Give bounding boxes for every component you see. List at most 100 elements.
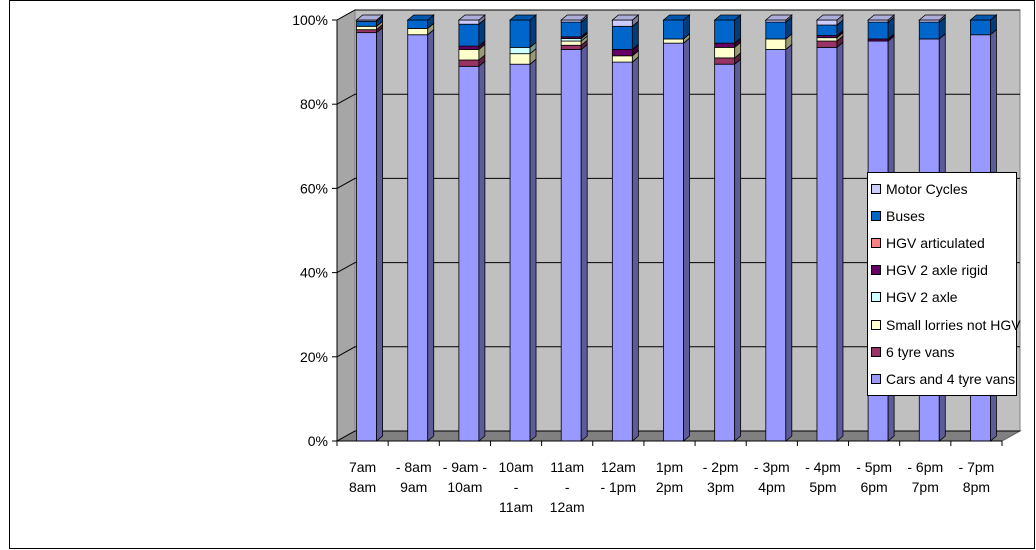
bar-segment	[765, 38, 787, 50]
bar-top	[764, 14, 793, 21]
bar-segment	[611, 19, 633, 27]
x-tick-label: 12am	[550, 499, 585, 515]
bar-segment	[356, 20, 377, 27]
x-tick-label: - 9am -	[443, 459, 488, 475]
bar-segment-side	[376, 26, 383, 442]
legend: Motor Cycles Buses HGV articulated HGV 2 ax…	[867, 172, 1021, 396]
x-tick-label: 12am	[601, 459, 636, 475]
bar-segment-side	[427, 28, 435, 442]
bar-segment	[765, 49, 787, 442]
bar-segment	[714, 63, 736, 442]
bar-segment	[458, 59, 480, 67]
bar-top	[560, 14, 589, 21]
bar-segment	[816, 46, 838, 442]
x-tick-label: - 5pm	[856, 459, 892, 475]
x-tick-label: 3pm	[707, 479, 734, 495]
bar-top	[406, 14, 435, 21]
gridline	[336, 262, 1020, 274]
legend-swatch	[871, 265, 881, 276]
x-tick-label: - 3pm	[754, 459, 790, 475]
bar-segment	[509, 19, 531, 48]
y-tick-label: 0%	[308, 433, 328, 449]
y-tick-label: 20%	[300, 349, 328, 365]
bar-segment	[714, 42, 736, 48]
x-tick-label: 5pm	[809, 479, 836, 495]
bar-segment-side	[836, 41, 844, 442]
legend-swatch	[871, 292, 881, 303]
x-tick-label: 10am	[499, 459, 534, 475]
bar-segment	[560, 49, 582, 442]
bar-segment	[509, 63, 531, 442]
chart-area: 0% 20% 40% 60% 80% 100% 7am 8am - 8am 9am - 9am - 1…	[9, 0, 1035, 549]
bar-segment	[560, 40, 582, 46]
y-tick-label: 100%	[292, 12, 328, 28]
bar-segment	[458, 65, 480, 442]
bar-segment	[611, 49, 633, 57]
bar-segment	[714, 46, 736, 59]
bar-segment	[816, 37, 838, 42]
legend-swatch	[871, 183, 881, 194]
bar-top	[918, 14, 947, 21]
bar-segment	[611, 25, 633, 50]
bar-segment	[407, 28, 429, 36]
legend-item: 6 tyre vans	[871, 338, 1016, 365]
legend-swatch	[871, 346, 881, 357]
bar-segment	[458, 49, 480, 61]
legend-swatch	[871, 210, 881, 221]
bar-segment-side	[529, 58, 537, 442]
bar-top	[867, 14, 896, 21]
bar-segment	[816, 40, 838, 48]
legend-item: Cars and 4 tyre vans	[871, 365, 1016, 392]
bar-segment	[611, 55, 633, 63]
gridline	[336, 9, 1020, 21]
x-tick-label: - 1pm	[600, 479, 636, 495]
bar-top	[969, 14, 998, 21]
y-tick-label: 60%	[300, 180, 328, 196]
bar-segment	[714, 19, 736, 44]
bar-segment	[407, 19, 429, 29]
gridline	[336, 346, 1020, 358]
bar-top	[355, 14, 384, 21]
x-tick-label: - 6pm	[907, 459, 943, 475]
x-tick-label: 9am	[400, 479, 427, 495]
x-tick-label: 7pm	[912, 479, 939, 495]
legend-item: Motor Cycles	[871, 175, 1016, 202]
bar-top	[457, 14, 486, 21]
bar-segment	[458, 19, 480, 25]
x-tick-label: 8am	[349, 479, 376, 495]
bar-segment	[509, 46, 531, 55]
bar-segment	[407, 34, 429, 442]
bar-segment	[458, 45, 480, 50]
legend-label: HGV 2 axle	[886, 289, 958, 306]
bar-segment-side	[734, 58, 742, 442]
bar-segment	[816, 24, 838, 36]
bar-segment-side	[529, 14, 537, 49]
legend-item: Buses	[871, 202, 1016, 229]
x-tick-label: 6pm	[860, 479, 887, 495]
legend-label: Motor Cycles	[886, 180, 968, 197]
bar-top	[815, 14, 845, 21]
x-tick-label: 11am	[550, 459, 584, 475]
legend-item: HGV articulated	[871, 229, 1016, 256]
bar-segment-side	[683, 37, 690, 442]
x-tick-label: - 4pm	[805, 459, 841, 475]
bar-top	[508, 14, 538, 21]
legend-item: Small lorries not HGV	[871, 311, 1021, 338]
plot-side-wall	[336, 9, 356, 442]
gridline	[336, 93, 1020, 105]
bar-segment	[356, 32, 377, 442]
bar-segment-side	[478, 60, 486, 442]
legend-label: 6 tyre vans	[886, 343, 955, 360]
x-tick-label: 2pm	[656, 479, 683, 495]
bar-segment-side	[631, 56, 639, 442]
legend-swatch	[871, 319, 881, 330]
x-tick-label: 8pm	[963, 479, 990, 495]
bar-segment-side	[785, 43, 793, 442]
x-tick-label: - 8am	[396, 459, 432, 475]
legend-label: Small lorries not HGV	[886, 316, 1021, 333]
gridline	[336, 430, 1020, 442]
x-tick-label: 11am	[499, 499, 533, 515]
bar-top	[611, 14, 640, 21]
x-tick-label: 4pm	[758, 479, 785, 495]
legend-label: Buses	[886, 207, 925, 224]
